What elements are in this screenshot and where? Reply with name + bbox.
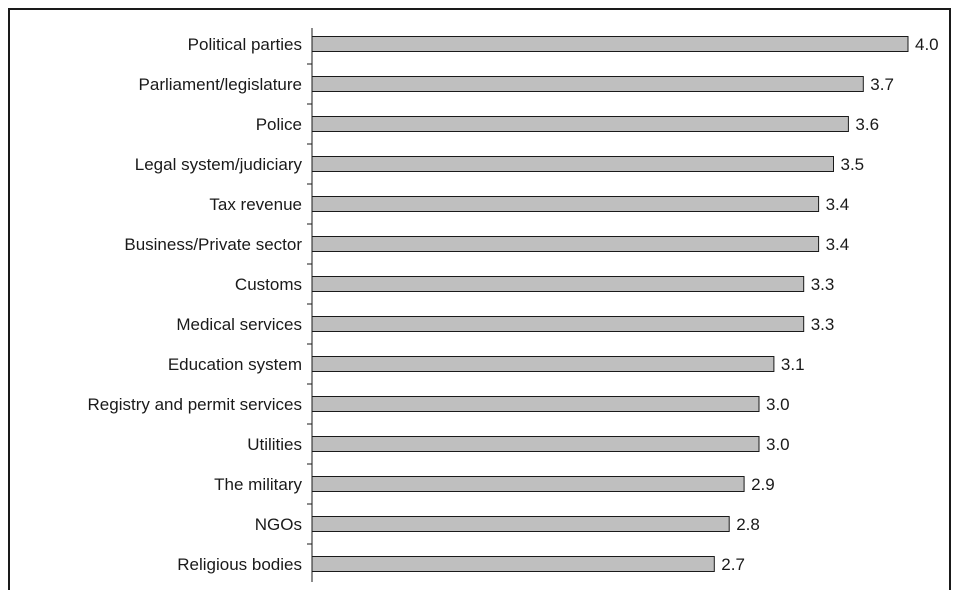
value-label-4: 3.4 bbox=[826, 195, 850, 214]
bar-1 bbox=[311, 76, 864, 92]
value-label-7: 3.3 bbox=[811, 315, 835, 334]
value-label-3: 3.5 bbox=[841, 155, 865, 174]
value-label-12: 2.8 bbox=[736, 515, 760, 534]
category-label-7: Medical services bbox=[176, 315, 302, 334]
category-label-5: Business/Private sector bbox=[124, 235, 302, 254]
category-label-9: Registry and permit services bbox=[88, 395, 302, 414]
bar-3 bbox=[311, 156, 834, 172]
category-label-11: The military bbox=[214, 475, 302, 494]
labels-layer: Political parties 4.0 Parliament/legislatu… bbox=[88, 35, 939, 574]
category-label-3: Legal system/judiciary bbox=[135, 155, 303, 174]
category-label-2: Police bbox=[256, 115, 302, 134]
bar-12 bbox=[311, 516, 730, 532]
category-label-6: Customs bbox=[235, 275, 302, 294]
category-label-1: Parliament/legislature bbox=[139, 75, 302, 94]
value-label-0: 4.0 bbox=[915, 35, 939, 54]
category-label-0: Political parties bbox=[188, 35, 302, 54]
value-label-9: 3.0 bbox=[766, 395, 790, 414]
bar-2 bbox=[311, 116, 849, 132]
bars-layer bbox=[311, 36, 909, 572]
category-label-10: Utilities bbox=[247, 435, 302, 454]
bar-0 bbox=[311, 36, 909, 52]
bar-4 bbox=[311, 196, 820, 212]
value-label-5: 3.4 bbox=[826, 235, 850, 254]
category-label-8: Education system bbox=[168, 355, 302, 374]
value-label-2: 3.6 bbox=[855, 115, 879, 134]
value-label-1: 3.7 bbox=[870, 75, 894, 94]
value-label-10: 3.0 bbox=[766, 435, 790, 454]
bar-9 bbox=[311, 396, 760, 412]
category-label-12: NGOs bbox=[255, 515, 302, 534]
value-label-8: 3.1 bbox=[781, 355, 805, 374]
bar-7 bbox=[311, 316, 805, 332]
category-label-13: Religious bodies bbox=[177, 555, 302, 574]
category-label-4: Tax revenue bbox=[209, 195, 302, 214]
chart-frame bbox=[8, 8, 951, 590]
bar-11 bbox=[311, 476, 745, 492]
bar-5 bbox=[311, 236, 820, 252]
value-label-6: 3.3 bbox=[811, 275, 835, 294]
value-label-11: 2.9 bbox=[751, 475, 775, 494]
axis-layer bbox=[307, 28, 313, 582]
value-label-13: 2.7 bbox=[721, 555, 745, 574]
bar-6 bbox=[311, 276, 805, 292]
bar-8 bbox=[311, 356, 775, 372]
bar-10 bbox=[311, 436, 760, 452]
bar-13 bbox=[311, 556, 715, 572]
